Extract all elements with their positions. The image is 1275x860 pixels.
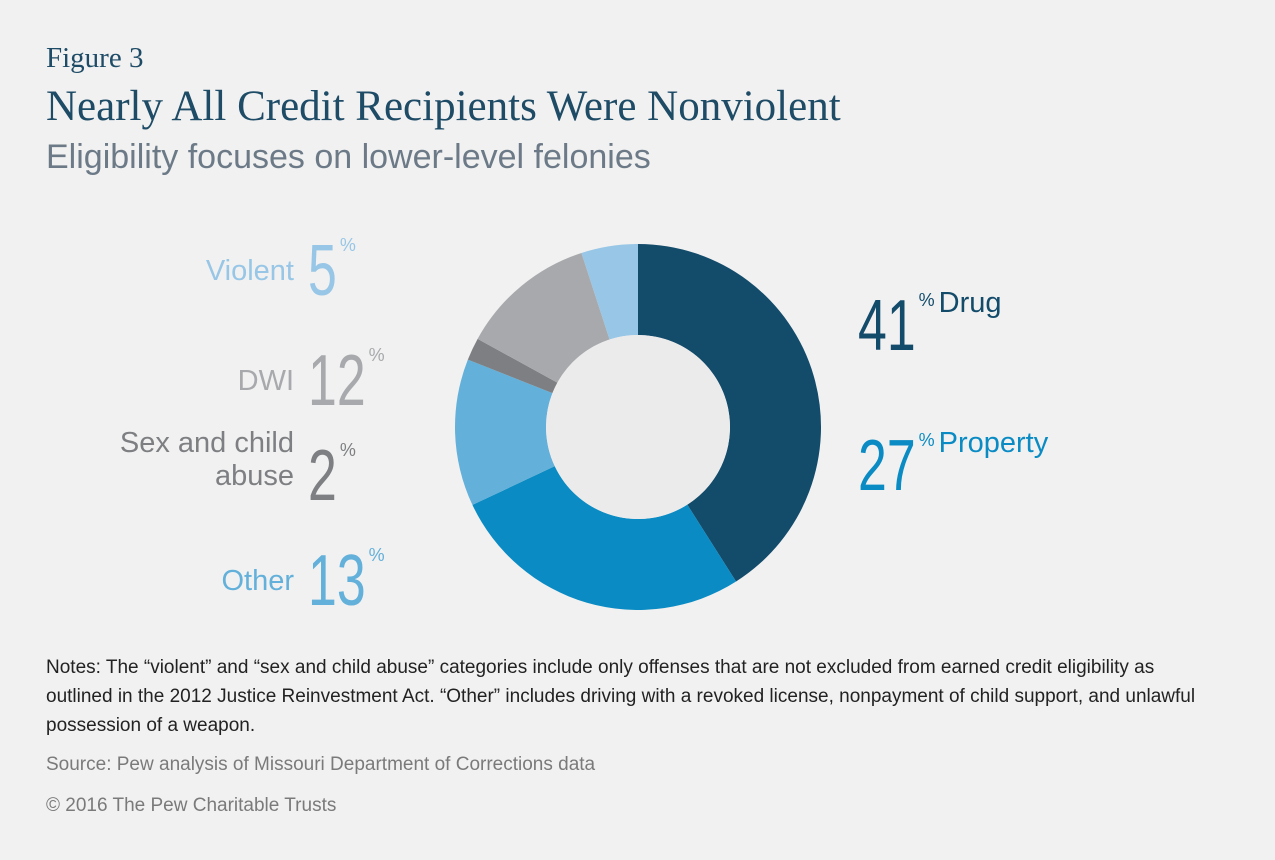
percent-sign-dwi: % <box>369 345 385 365</box>
category-label-sex-and-child-abuse-line-2: abuse <box>215 460 294 492</box>
copyright-text: © 2016 The Pew Charitable Trusts <box>46 795 337 816</box>
value-number-property: 27 <box>858 426 916 506</box>
value-label-sex-and-child-abuse: 2 <box>308 436 337 516</box>
percent-sign-sex-and-child-abuse: % <box>340 440 356 460</box>
value-label-property: 27 <box>858 426 916 506</box>
percent-sign-other: % <box>369 545 385 565</box>
donut-hole <box>546 335 730 519</box>
value-number-other: 13 <box>308 541 366 621</box>
slice-other <box>454 359 555 505</box>
figure-label: Figure 3 <box>46 42 144 74</box>
value-label-drug: 41 <box>858 286 916 366</box>
slice-dwi <box>477 252 610 383</box>
category-label-property: Property <box>939 427 1049 459</box>
slice-property <box>472 466 737 610</box>
category-label-other: Other <box>221 565 294 597</box>
category-label-violent: Violent <box>206 255 294 287</box>
slice-violent <box>581 244 638 340</box>
value-number-drug: 41 <box>858 286 916 366</box>
value-label-violent: 5 <box>308 231 337 311</box>
chart-title: Nearly All Credit Recipients Were Nonvio… <box>46 83 841 130</box>
slice-drug <box>638 244 821 582</box>
category-label-drug: Drug <box>939 287 1002 319</box>
value-number-sex-and-child-abuse: 2 <box>308 436 337 516</box>
value-number-violent: 5 <box>308 231 337 311</box>
category-label-dwi: DWI <box>238 365 294 397</box>
value-number-dwi: 12 <box>308 341 366 421</box>
chart-subtitle: Eligibility focuses on lower-level felon… <box>46 138 651 176</box>
value-label-dwi: 12 <box>308 341 366 421</box>
percent-sign-violent: % <box>340 235 356 255</box>
category-label-sex-and-child-abuse-line-1: Sex and child <box>120 427 294 459</box>
value-label-other: 13 <box>308 541 366 621</box>
slice-sex-and-child-abuse <box>467 338 558 394</box>
notes-text: Notes: The “violent” and “sex and child … <box>46 657 1196 736</box>
percent-sign-drug: % <box>919 290 935 310</box>
source-text: Source: Pew analysis of Missouri Departm… <box>46 754 596 775</box>
percent-sign-property: % <box>919 430 935 450</box>
